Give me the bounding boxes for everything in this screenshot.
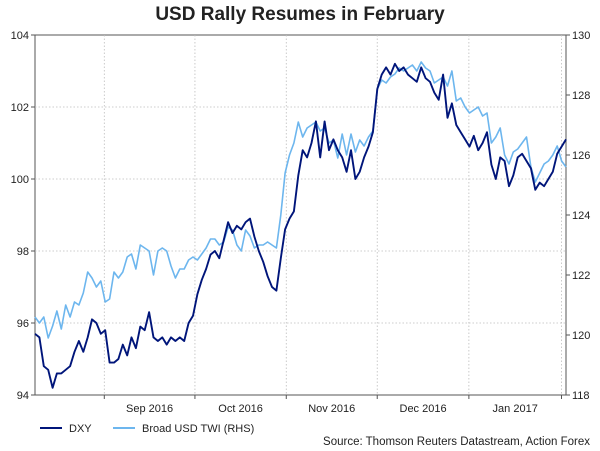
gridlines [35,35,566,395]
left-tick-label: 104 [11,30,29,42]
right-tick-label: 120 [572,330,590,342]
legend-label-dxy: DXY [69,423,92,435]
x-axis: Sep 2016 Oct 2016 Nov 2016 Dec 2016 Jan 2017 [103,395,562,415]
left-tick-label: 100 [11,174,29,186]
left-tick-label: 102 [11,102,29,114]
x-tick-label: Jan 2017 [493,403,538,415]
series-line-dxy [34,62,567,389]
legend: DXY Broad USD TWI (RHS) [40,423,254,435]
x-tick-label: Nov 2016 [308,403,355,415]
right-tick-label: 126 [572,150,590,162]
series-line-twi [34,61,567,339]
right-tick-label: 128 [572,90,590,102]
right-y-axis: 118 120 122 124 126 128 130 [566,30,590,402]
right-tick-label: 118 [572,390,590,402]
right-tick-label: 130 [572,30,590,42]
left-tick-label: 94 [17,390,29,402]
chart-title: USD Rally Resumes in February [155,4,445,25]
legend-label-twi: Broad USD TWI (RHS) [142,423,254,435]
left-tick-label: 96 [17,318,29,330]
plot-area-frame [34,34,567,396]
right-tick-label: 122 [572,270,590,282]
x-tick-label: Sep 2016 [126,403,173,415]
x-tick-label: Dec 2016 [400,403,447,415]
series-layer [34,61,567,389]
left-tick-label: 98 [17,246,29,258]
left-y-axis: 94 96 98 100 102 104 [11,30,35,402]
right-tick-label: 124 [572,210,590,222]
source-note: Source: Thomson Reuters Datastream, Acti… [323,436,590,448]
x-tick-label: Oct 2016 [218,403,263,415]
